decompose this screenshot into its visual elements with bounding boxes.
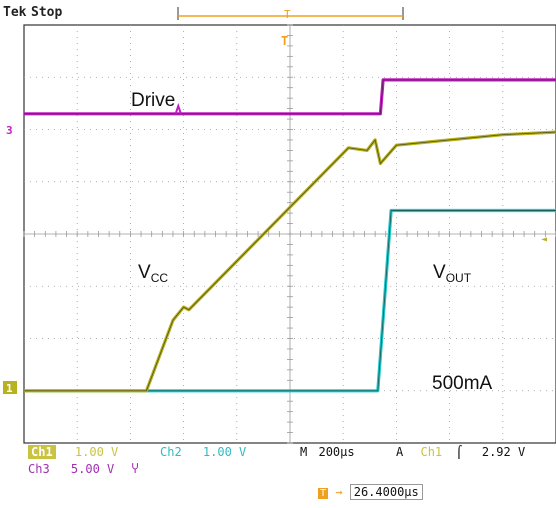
ch1-ground-marker[interactable]: 1	[6, 382, 13, 395]
waveform-plot	[23, 24, 556, 444]
ch3-bandwidth-icon: Ⴤ	[131, 462, 139, 476]
trigger-position-icon: T	[318, 488, 329, 499]
ch1-readout[interactable]: Ch1 1.00 V	[28, 445, 118, 459]
ch1-name: Ch1	[28, 445, 56, 459]
trigger-readout[interactable]: A Ch1 ⌠ 2.92 V	[396, 445, 525, 459]
timebase-readout[interactable]: M 200µs	[300, 445, 355, 459]
ch2-scale: 1.00 V	[202, 445, 247, 459]
drive-annotation: Drive	[131, 90, 175, 111]
ch3-scale: 5.00 V	[70, 462, 115, 476]
trigger-level-value: 2.92 V	[481, 445, 526, 459]
trigger-position-value: 26.4000µs	[349, 484, 423, 500]
trigger-level-marker: ◄	[541, 234, 547, 245]
trigger-mode: A	[396, 445, 404, 459]
timebase-value: 200µs	[318, 445, 355, 459]
drive-glitch	[174, 102, 182, 115]
trigger-position-arrow: →	[335, 485, 343, 499]
trace-ch2-noise	[24, 210, 556, 392]
trace-ch1-noise	[24, 131, 556, 392]
ch3-ground-marker[interactable]: 3	[6, 124, 13, 137]
record-trigger-marker: T	[284, 8, 291, 21]
trace-ch3-noise	[24, 79, 556, 115]
load-annotation: 500mA	[432, 373, 493, 394]
run-state-label: Stop	[31, 5, 62, 20]
ch3-readout[interactable]: Ch3 5.00 V Ⴤ	[28, 462, 139, 476]
trigger-position-marker: T	[281, 34, 288, 48]
trigger-slope-icon: ⌠	[455, 445, 463, 459]
graticule-grid	[23, 24, 556, 444]
ch1-scale: 1.00 V	[74, 445, 119, 459]
ch2-name: Ch2	[160, 445, 182, 459]
timebase-mode: M	[300, 445, 308, 459]
vcc-annotation: VCC	[138, 262, 168, 285]
waveform-traces	[24, 78, 556, 393]
ch2-readout[interactable]: Ch2 1.00 V	[160, 445, 246, 459]
ch3-name: Ch3	[28, 462, 50, 476]
trigger-source: Ch1	[420, 445, 443, 459]
ch1-ground-marker-bg[interactable]	[3, 381, 17, 394]
brand-label: Tek	[3, 5, 27, 20]
trigger-position-readout[interactable]: T → 26.4000µs	[318, 484, 423, 501]
vout-annotation: VOUT	[433, 262, 472, 285]
